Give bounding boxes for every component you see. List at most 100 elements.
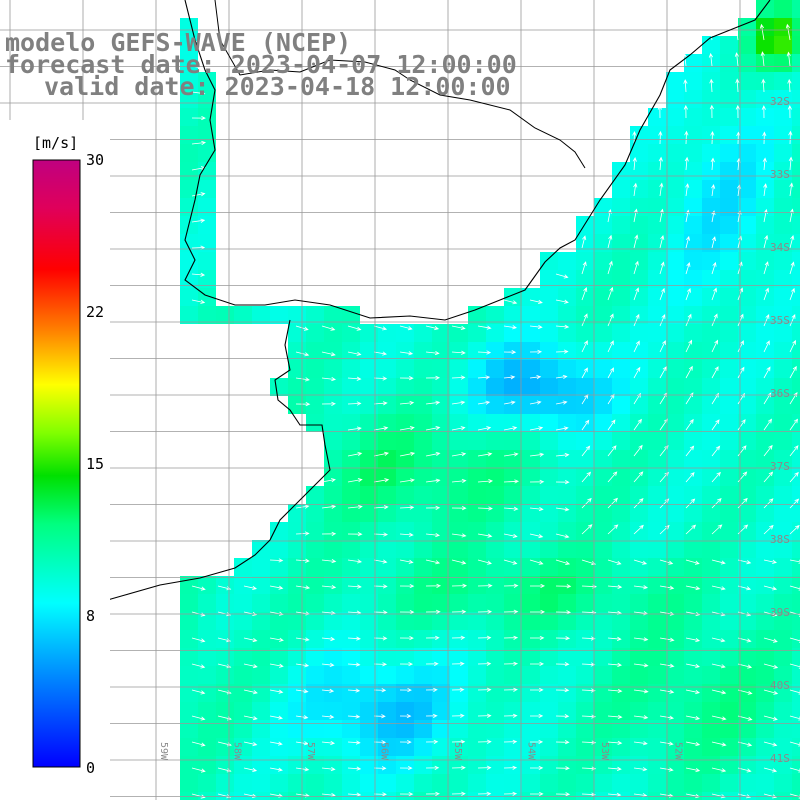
wind-speed-cell <box>756 108 774 126</box>
wind-speed-cell <box>576 360 594 378</box>
wind-speed-cell <box>432 504 450 522</box>
wind-speed-cell <box>378 342 396 360</box>
wind-speed-cell <box>684 432 702 450</box>
wind-speed-cell <box>720 414 738 432</box>
wind-arrow <box>658 156 663 171</box>
wind-arrow <box>477 426 492 431</box>
wind-arrow <box>607 393 615 405</box>
wind-speed-cell <box>522 306 540 324</box>
wind-arrow <box>581 559 597 566</box>
wind-speed-cell <box>504 396 522 414</box>
wind-speed-cell <box>324 522 342 540</box>
wind-speed-cell <box>558 450 576 468</box>
wind-arrow <box>555 688 570 693</box>
wind-speed-cell <box>306 792 324 800</box>
wind-arrow <box>735 104 740 119</box>
wind-arrow <box>555 636 571 641</box>
wind-arrow <box>477 635 492 640</box>
wind-speed-cell <box>522 504 540 522</box>
wind-arrow <box>295 402 311 407</box>
wind-arrow <box>711 637 726 643</box>
wind-speed-cell <box>720 486 738 504</box>
wind-arrow <box>659 524 670 535</box>
wind-speed-cell <box>558 558 576 576</box>
wind-speed-cell <box>306 702 324 720</box>
wind-speed-cell <box>216 612 234 630</box>
wind-arrow <box>711 287 717 301</box>
wind-arrow <box>373 478 390 483</box>
wind-speed-cell <box>468 738 486 756</box>
wind-arrow <box>659 741 674 746</box>
wind-arrow <box>399 325 413 331</box>
wind-arrow <box>763 183 768 197</box>
wind-speed-cell <box>666 126 684 144</box>
wind-speed-cell <box>666 90 684 108</box>
wind-arrow <box>425 661 439 666</box>
wind-speed-cell <box>756 270 774 288</box>
wind-arrow <box>763 767 778 773</box>
wind-speed-cell <box>342 432 360 450</box>
coastline <box>184 0 771 321</box>
wind-arrow <box>555 299 569 304</box>
wind-speed-cell <box>702 144 720 162</box>
wind-speed-cell <box>774 180 792 198</box>
wind-speed-cell <box>684 486 702 504</box>
wind-speed-cell <box>468 774 486 792</box>
wind-speed-cell <box>216 756 234 774</box>
wind-speed-cell <box>180 162 198 180</box>
wind-speed-cell <box>756 378 774 396</box>
wind-arrow <box>191 741 206 747</box>
wind-speed-cell <box>720 270 738 288</box>
wind-arrow <box>399 635 414 641</box>
wind-arrow <box>633 313 640 327</box>
wind-arrow <box>607 313 614 327</box>
wind-speed-cell <box>594 378 612 396</box>
wind-speed-cell <box>738 684 756 702</box>
wind-arrow <box>762 131 767 145</box>
wind-speed-cell <box>774 90 792 108</box>
wind-arrow <box>555 324 570 329</box>
wind-speed-cell <box>774 792 792 800</box>
wind-speed-cell <box>648 666 666 684</box>
wind-speed-cell <box>738 162 756 180</box>
wind-speed-cell <box>234 756 252 774</box>
wind-speed-cell <box>432 342 450 360</box>
wind-speed-cell <box>522 540 540 558</box>
wind-speed-cell <box>432 774 450 792</box>
wind-arrow <box>373 351 388 356</box>
wind-speed-cell <box>792 252 800 270</box>
wind-speed-cell <box>432 576 450 594</box>
wind-speed-cell <box>414 774 432 792</box>
wind-arrow <box>529 559 544 565</box>
wind-speed-cell <box>468 720 486 738</box>
wind-speed-cell <box>576 594 594 612</box>
wind-speed-cell <box>774 432 792 450</box>
wind-speed-cell <box>792 504 800 522</box>
wind-arrow <box>788 130 793 145</box>
wind-speed-cell <box>756 648 774 666</box>
wind-speed-cell <box>522 486 540 504</box>
wind-speed-cell <box>756 252 774 270</box>
wind-speed-cell <box>540 648 558 666</box>
wind-speed-cell <box>540 504 558 522</box>
wind-speed-cell <box>630 288 648 306</box>
wind-speed-cell <box>306 414 324 432</box>
wind-speed-cell <box>612 432 630 450</box>
wind-arrow <box>295 585 311 590</box>
wind-speed-cell <box>774 540 792 558</box>
wind-arrow <box>217 663 232 669</box>
wind-speed-cell <box>648 108 666 126</box>
wind-speed-cell <box>468 756 486 774</box>
wind-arrow <box>685 183 690 197</box>
wind-arrow <box>633 340 640 353</box>
wind-speed-cell <box>360 756 378 774</box>
wind-speed-cell <box>666 558 684 576</box>
wind-arrow <box>373 584 388 589</box>
wind-speed-cell <box>342 396 360 414</box>
wind-speed-cell <box>576 648 594 666</box>
wind-arrow <box>659 235 665 249</box>
wind-arrow <box>503 400 516 405</box>
wind-speed-cell <box>468 630 486 648</box>
wind-speed-cell <box>360 648 378 666</box>
wind-arrow <box>529 635 545 641</box>
